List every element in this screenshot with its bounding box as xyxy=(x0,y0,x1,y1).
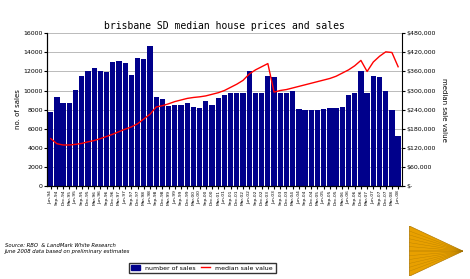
Bar xyxy=(191,107,196,186)
Bar xyxy=(79,76,85,186)
Bar xyxy=(389,109,394,186)
Bar xyxy=(197,108,202,186)
Bar xyxy=(333,108,339,186)
Y-axis label: no. of sales: no. of sales xyxy=(15,90,21,129)
Bar xyxy=(147,46,153,186)
Bar xyxy=(377,77,382,186)
Bar xyxy=(278,93,283,186)
Bar xyxy=(222,95,227,186)
Bar xyxy=(178,105,184,186)
Bar xyxy=(327,108,332,186)
Bar xyxy=(340,107,345,186)
Bar xyxy=(284,93,289,186)
Bar xyxy=(265,76,271,186)
Bar xyxy=(67,103,72,186)
Bar xyxy=(296,109,302,186)
Title: brisbane SD median house prices and sales: brisbane SD median house prices and sale… xyxy=(104,21,345,31)
Bar xyxy=(315,109,320,186)
Polygon shape xyxy=(409,226,463,276)
Bar xyxy=(172,105,178,186)
Bar xyxy=(321,109,326,186)
Bar xyxy=(383,90,388,186)
Bar xyxy=(271,77,277,186)
Bar xyxy=(92,68,97,186)
Bar xyxy=(141,59,147,186)
Legend: number of sales, median sale value: number of sales, median sale value xyxy=(129,263,275,273)
Bar xyxy=(185,103,190,186)
Bar xyxy=(247,71,252,186)
Bar xyxy=(395,136,401,186)
Bar xyxy=(302,109,308,186)
Bar xyxy=(110,62,116,186)
Bar xyxy=(234,93,240,186)
Bar xyxy=(129,75,134,186)
Bar xyxy=(104,73,109,186)
Bar xyxy=(209,105,215,186)
Bar xyxy=(86,71,91,186)
Bar xyxy=(290,90,295,186)
Bar xyxy=(55,97,60,186)
Bar xyxy=(253,93,258,186)
Y-axis label: median sale value: median sale value xyxy=(441,78,446,141)
Bar xyxy=(135,58,140,186)
Bar xyxy=(117,61,122,186)
Bar xyxy=(203,101,209,186)
Bar xyxy=(160,99,165,186)
Bar xyxy=(228,93,233,186)
Bar xyxy=(259,93,264,186)
Bar xyxy=(371,76,376,186)
Bar xyxy=(309,109,314,186)
Bar xyxy=(48,112,54,186)
Bar xyxy=(216,98,221,186)
Bar xyxy=(358,71,363,186)
Bar xyxy=(123,63,128,186)
Bar xyxy=(73,90,78,186)
Text: Source: RBO  & LandMark White Research
June 2008 data based on preliminary estim: Source: RBO & LandMark White Research Ju… xyxy=(5,243,130,254)
Bar xyxy=(166,106,171,186)
Bar xyxy=(154,97,159,186)
Bar xyxy=(98,71,103,186)
Bar xyxy=(61,103,66,186)
Bar xyxy=(346,95,351,186)
Bar xyxy=(364,93,370,186)
Bar xyxy=(352,93,357,186)
Bar xyxy=(240,93,246,186)
